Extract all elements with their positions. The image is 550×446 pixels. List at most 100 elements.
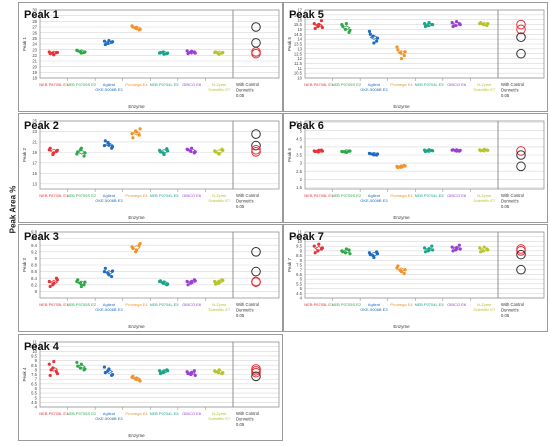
peak-7-data-point [430,244,434,248]
peak-4-mean-diamond [159,369,169,375]
peak-4-control-border [232,341,280,408]
peak-7-ytick-label: 6 [300,277,303,282]
peak-5-data-point [368,32,372,36]
peak-1-data-point [79,51,83,55]
peak-6-mean-diamond [452,147,461,153]
peak-5-xtick-label: Promega E4 [390,82,413,87]
peak-5-control-circle [516,48,526,59]
peak-2-data-point [138,127,142,131]
peak-4-ytick-label: 6 [35,386,38,391]
peak-7-ytick-label: 4.5 [296,291,302,296]
peak-2-mean-diamond [49,148,59,154]
peak-4-xtick-label: Scientific E7 [208,416,231,421]
peak-2-mean-diamond [132,130,141,136]
peak-6-data-point [455,148,459,153]
peak-7-mean-diamond [342,248,351,254]
peak-6-xtick-label: Scientific E7 [473,198,496,203]
peak-3-control-border [232,231,280,299]
peak-6-ytick-label: 3.5 [296,153,302,158]
peak-4-panel: 4 4.5 5 5.5 6 6.5 7 7.5 8 8.5 9 9.5 10 10.5 11 Peak 4 Pe… [18,334,283,446]
peak-4-mean-diamond [77,364,86,370]
peak-5-data-point [450,21,454,25]
peak-1-xlabel: Enzyme [128,104,145,109]
peak-7-data-point [479,250,483,254]
peak-2-ylabel: Peak 2 [22,148,27,163]
peak-3-xtick-label: NEB P0704L E5 [150,302,180,307]
peak-2-control-circle [251,147,261,157]
peak-2-xlabel: Enzyme [128,215,145,220]
peak-4-ytick-label: 10 [32,349,37,354]
peak-2-control-label: Dunnett's [236,199,254,204]
peak-7-panel: 4 4.5 5 5.5 6 6.5 7 7.5 8 8.5 9 9.5 10 10.5 11 Peak 7 Pe… [283,224,548,337]
peak-4-ytick-label: 6.5 [31,381,37,386]
peak-2-xtick-label: N-Zyme [212,193,227,198]
peak-4-control-circle [251,371,261,382]
peak-3-ytick-label: 9.4 [31,243,37,248]
peak-5-data-point [396,48,400,52]
peak-3-xtick-label: NEB P8705L E1 [39,302,69,307]
peak-7-ytick-label: 7 [300,267,303,272]
peak-3-control-label: Dunnett's [236,308,254,313]
peak-2-data-point [131,136,135,140]
peak-4-mean-diamond [187,370,196,376]
peak-1-mean-diamond [104,39,114,45]
peak-6-control-label: 0.05 [501,204,510,209]
peak-3-mean-diamond [159,280,169,286]
peak-3-xtick-label: Promega E4 [125,302,148,307]
peak-1-ytick-label: 25 [32,36,37,41]
peak-5-control-circle [516,32,526,43]
peak-1-control-border [232,9,280,79]
peak-7-data-point [402,271,406,276]
peak-1-frame [18,2,283,112]
peak-4-ytick-label: 7 [35,377,38,382]
peak-5-data-point [451,24,455,29]
peak-5-ytick-label: 12 [297,56,302,61]
peak-5-xtick-label: NEB P8705L E1 [304,82,334,87]
peak-3-data-point [186,283,190,287]
peak-5-ytick-label: 10 [297,76,302,81]
peak-7-xtick-label: Scientific E7 [473,307,496,312]
peak-1-xtick-label: Promega E4 [125,82,148,87]
peak-3-data-point [213,279,217,284]
peak-7-ytick-label: 9 [300,248,303,253]
peak-5-mean-diamond [424,22,434,28]
peak-3-data-point [76,278,80,282]
peak-1-ytick-label: 26 [32,30,37,35]
peak-2-xtick-label: GIBCO E6 [182,193,202,198]
peak-5-chart: 1010.51111.51212.51313.51414.51515.51616… [283,2,548,112]
peak-7-ytick-label: 4 [300,296,303,301]
peak-2-control-label: With Control [236,193,259,198]
peak-3-xtick-label: Agilent [103,302,116,307]
peak-7-frame [283,224,548,332]
peak-6-panel: 1.5 2 2.5 3 3.5 4 4.5 5 5.5 Peak 6 Peak 6 NEB P8705… [283,113,548,228]
peak-3-data-point [48,284,52,289]
peak-5-control-circle [516,24,526,35]
peak-4-ytick-label: 9 [35,358,38,363]
peak-5-title: Peak 5 [289,9,324,21]
peak-2-ytick-label: 15 [32,171,37,176]
peak-7-ytick-label: 9.5 [296,244,302,249]
peak-7-xtick-label: NEB P0704L E5 [415,302,445,307]
peak-4-control-label: 0.05 [236,422,245,427]
peak-7-xtick-label: N-Zyme [477,302,492,307]
peak-1-control-circle [251,48,261,59]
peak-4-control-label: With Control [236,411,259,416]
peak-4-data-point [158,371,163,376]
peak-2-xtick-label: NEB P0704L E5 [150,193,180,198]
peak-5-data-point [313,26,317,31]
peak-6-mean-diamond [424,148,434,154]
peak-5-ytick-label: 13.5 [294,42,303,47]
peak-4-ytick-label: 10.5 [29,344,38,349]
peak-6-xtick-label: Promega E4 [390,193,413,198]
peak-4-xtick-label: Promega E4 [125,411,148,416]
peak-7-mean-diamond [452,245,461,251]
peak-3-mean-diamond [214,279,224,285]
peak-4-ylabel: Peak 4 [22,367,27,382]
peak-4-xtick-label: N-Zyme [212,411,227,416]
peak-2-data-point [82,154,86,158]
peak-4-data-point [52,359,56,364]
peak-7-data-point [457,243,461,247]
peak-3-data-point [55,278,59,282]
peak-6-xtick-label: GKE-5006B E3 [360,198,388,203]
